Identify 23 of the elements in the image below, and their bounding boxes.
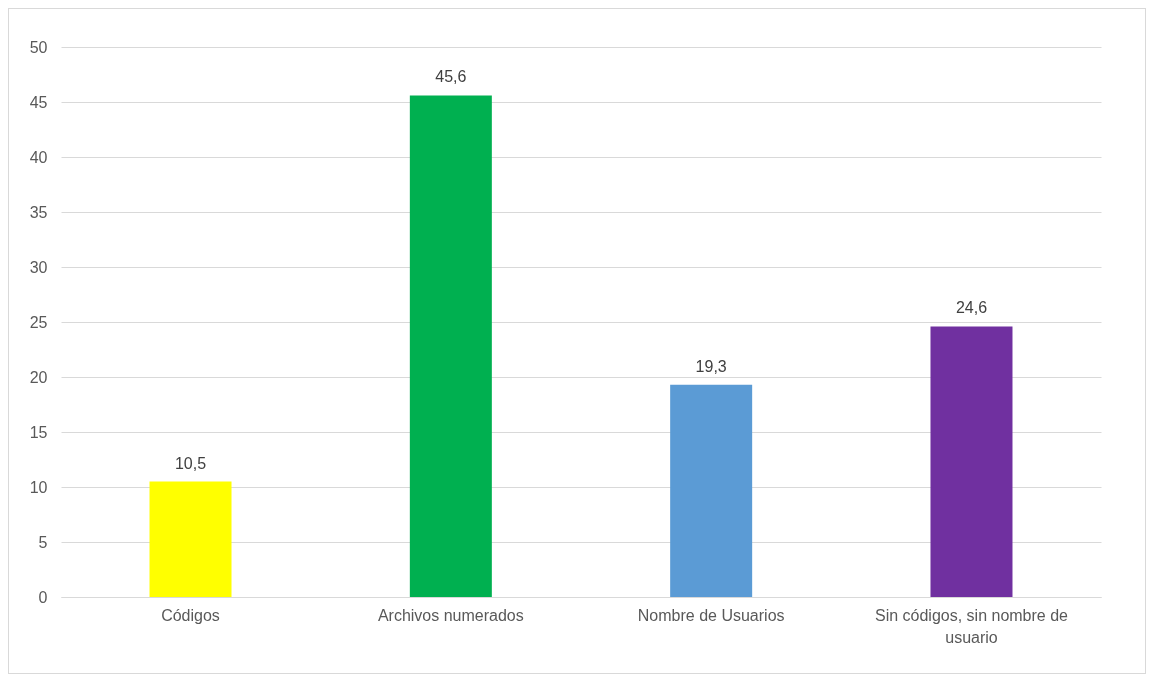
x-tick-label: Códigos <box>161 606 220 624</box>
y-tick-label: 25 <box>29 313 48 331</box>
x-tick-label: Archivos numerados <box>377 606 524 624</box>
y-tick-label: 20 <box>29 368 48 386</box>
data-label: 24,6 <box>955 299 988 317</box>
x-tick-label: Nombre de Usuarios <box>637 606 785 624</box>
y-tick-label: 15 <box>29 423 48 441</box>
bar <box>409 95 492 597</box>
bar <box>670 384 753 597</box>
y-tick-label: 0 <box>38 588 48 606</box>
y-tick-label: 50 <box>29 38 48 56</box>
data-label: 19,3 <box>695 357 727 375</box>
data-label: 45,6 <box>435 68 467 86</box>
data-label: 10,5 <box>174 454 207 472</box>
y-tick-label: 10 <box>29 478 48 496</box>
y-tick-label: 40 <box>29 148 48 166</box>
y-tick-label: 5 <box>38 533 48 551</box>
y-tick-label: 30 <box>29 258 48 276</box>
bar <box>149 481 232 597</box>
y-tick-label: 35 <box>29 203 48 221</box>
bar <box>930 326 1013 597</box>
y-tick-label: 45 <box>29 93 48 111</box>
x-tick-label: Sin códigos, sin nombre de usuario <box>874 606 1069 646</box>
